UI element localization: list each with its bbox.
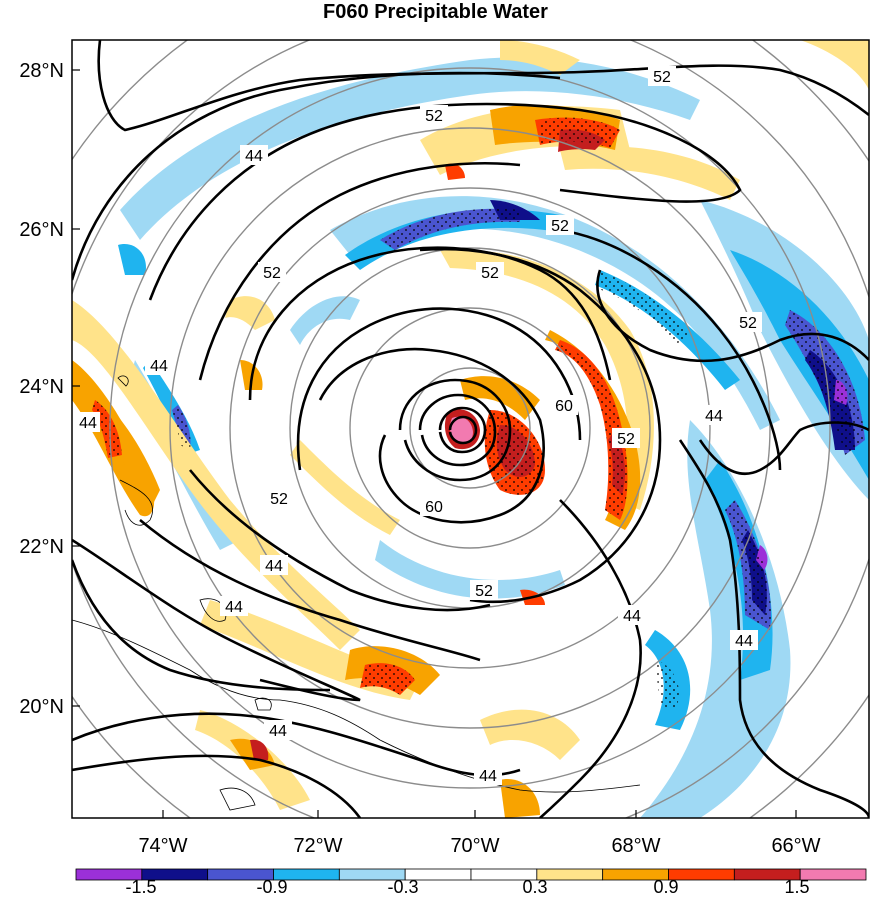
svg-text:44: 44 <box>705 408 723 425</box>
contour-label: 44 <box>264 720 292 740</box>
colorbar-label: -0.3 <box>387 877 418 897</box>
lon-label: 72°W <box>293 835 342 857</box>
blue-band <box>118 244 146 275</box>
svg-text:52: 52 <box>551 218 569 235</box>
contour-label: 60 <box>550 395 578 415</box>
colorbar <box>75 868 867 881</box>
red-core <box>445 163 465 180</box>
lat-label: 28°N <box>19 60 64 82</box>
light-blue-band <box>120 57 700 240</box>
contour-label: 44 <box>240 145 268 165</box>
svg-text:60: 60 <box>555 398 573 415</box>
svg-text:44: 44 <box>245 148 263 165</box>
lon-label: 70°W <box>450 835 499 857</box>
svg-text:52: 52 <box>653 69 671 86</box>
colorbar-label: -0.9 <box>256 877 287 897</box>
contour-labels: 52 52 44 52 52 52 52 44 44 60 52 60 52 5… <box>76 66 762 785</box>
contour-label: 44 <box>76 412 100 432</box>
coastlines <box>72 375 641 811</box>
svg-text:44: 44 <box>735 633 753 650</box>
contour-label: 44 <box>618 605 646 625</box>
lon-label: 66°W <box>771 835 820 857</box>
svg-text:44: 44 <box>265 558 283 575</box>
colorbar-label: 0.9 <box>653 877 678 897</box>
colorbar-label: 0.3 <box>522 877 547 897</box>
lon-label: 68°W <box>611 835 660 857</box>
svg-text:44: 44 <box>79 415 97 432</box>
contour-label: 60 <box>420 496 448 516</box>
contour-label: 52 <box>420 105 448 125</box>
svg-text:52: 52 <box>263 265 281 282</box>
contour-label: 52 <box>648 66 676 86</box>
contour-label: 52 <box>612 428 640 448</box>
yellow-band <box>480 709 580 760</box>
svg-text:52: 52 <box>475 583 493 600</box>
contour-label: 52 <box>546 215 574 235</box>
contour-label: 52 <box>476 262 504 282</box>
svg-text:44: 44 <box>150 358 168 375</box>
map-title: F060 Precipitable Water <box>323 1 548 23</box>
light-blue-band <box>700 200 869 500</box>
contour-label: 44 <box>700 405 728 425</box>
yellow-band <box>290 440 400 535</box>
pink-core <box>449 416 473 444</box>
longitude-labels: 74°W 72°W 70°W 68°W 66°W <box>138 835 820 857</box>
svg-text:44: 44 <box>225 599 243 616</box>
yellow-band <box>225 296 275 330</box>
svg-text:52: 52 <box>270 491 288 508</box>
yellow-band <box>440 249 654 511</box>
light-blue-band <box>375 540 565 599</box>
svg-text:52: 52 <box>425 108 443 125</box>
axis-ticks <box>72 69 797 818</box>
svg-text:52: 52 <box>739 315 757 332</box>
light-blue-band <box>640 420 791 818</box>
plot-frame <box>71 39 870 819</box>
colorbar-label: 1.5 <box>784 877 809 897</box>
colorbar-labels: -1.5 -0.9 -0.3 0.3 0.9 1.5 <box>125 877 809 897</box>
lat-label: 20°N <box>19 696 64 718</box>
light-blue-band <box>330 196 780 430</box>
svg-text:52: 52 <box>481 265 499 282</box>
contour-label: 44 <box>260 555 288 575</box>
contour-label: 44 <box>220 596 248 616</box>
contour-label: 44 <box>145 355 173 375</box>
svg-text:44: 44 <box>623 608 641 625</box>
latitude-labels: 28°N 26°N 24°N 22°N 20°N <box>19 60 64 718</box>
contour-label: 52 <box>470 580 498 600</box>
orange-band <box>460 376 540 420</box>
svg-text:60: 60 <box>425 499 443 516</box>
contour-label: 52 <box>258 262 286 282</box>
contour-label: 44 <box>474 765 502 785</box>
lon-label: 74°W <box>138 835 187 857</box>
lat-label: 26°N <box>19 219 64 241</box>
colorbar-segment <box>799 868 867 881</box>
contour-label: 52 <box>734 312 762 332</box>
svg-text:52: 52 <box>617 431 635 448</box>
yellow-band <box>800 40 869 90</box>
blue-band <box>345 209 560 270</box>
dark-red-core <box>250 739 269 760</box>
lat-label: 24°N <box>19 376 64 398</box>
colorbar-label: -1.5 <box>125 877 156 897</box>
lat-label: 22°N <box>19 536 64 558</box>
svg-text:44: 44 <box>269 723 287 740</box>
orange-band <box>500 779 540 818</box>
contour-label: 44 <box>730 630 758 650</box>
yellow-band <box>500 40 580 75</box>
svg-text:44: 44 <box>479 768 497 785</box>
pw-contours <box>72 40 869 818</box>
contour-label: 52 <box>265 488 293 508</box>
